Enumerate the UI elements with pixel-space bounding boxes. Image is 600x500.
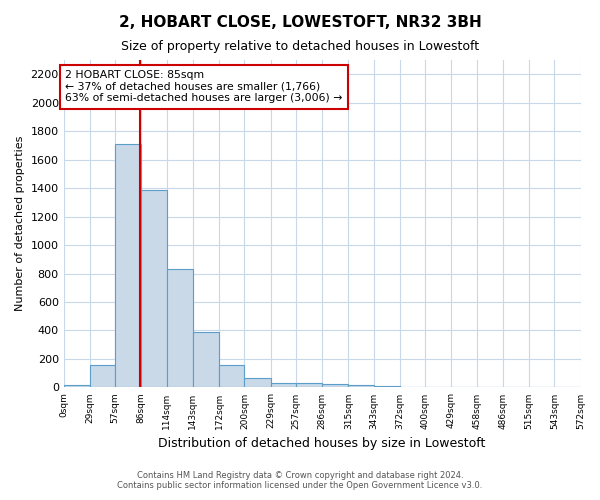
Bar: [142, 190, 167, 388]
Bar: [244, 378, 271, 388]
Bar: [64, 384, 90, 388]
Bar: [115, 144, 142, 388]
Bar: [322, 384, 348, 388]
Bar: [271, 383, 296, 388]
Bar: [167, 270, 193, 388]
Text: 2 HOBART CLOSE: 85sqm
← 37% of detached houses are smaller (1,766)
63% of semi-d: 2 HOBART CLOSE: 85sqm ← 37% of detached …: [65, 70, 343, 103]
Bar: [348, 385, 374, 388]
Bar: [374, 386, 400, 388]
X-axis label: Distribution of detached houses by size in Lowestoft: Distribution of detached houses by size …: [158, 437, 486, 450]
Bar: [193, 332, 219, 388]
Y-axis label: Number of detached properties: Number of detached properties: [15, 136, 25, 312]
Text: Size of property relative to detached houses in Lowestoft: Size of property relative to detached ho…: [121, 40, 479, 53]
Bar: [219, 364, 244, 388]
Bar: [296, 383, 322, 388]
Text: Contains HM Land Registry data © Crown copyright and database right 2024.
Contai: Contains HM Land Registry data © Crown c…: [118, 470, 482, 490]
Text: 2, HOBART CLOSE, LOWESTOFT, NR32 3BH: 2, HOBART CLOSE, LOWESTOFT, NR32 3BH: [119, 15, 481, 30]
Bar: [90, 366, 115, 388]
